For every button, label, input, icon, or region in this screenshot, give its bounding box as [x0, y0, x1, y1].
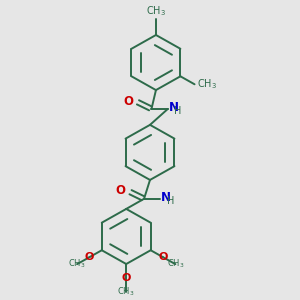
Text: O: O	[122, 273, 131, 283]
Text: N: N	[169, 101, 179, 114]
Text: CH$_3$: CH$_3$	[167, 258, 184, 270]
Text: H: H	[174, 106, 182, 116]
Text: CH$_3$: CH$_3$	[197, 77, 217, 91]
Text: O: O	[85, 252, 94, 262]
Text: O: O	[158, 252, 168, 262]
Text: CH$_3$: CH$_3$	[117, 286, 135, 298]
Text: O: O	[116, 184, 126, 197]
Text: H: H	[167, 196, 174, 206]
Text: CH$_3$: CH$_3$	[146, 4, 166, 18]
Text: N: N	[161, 191, 171, 204]
Text: CH$_3$: CH$_3$	[68, 258, 86, 270]
Text: O: O	[123, 94, 133, 108]
